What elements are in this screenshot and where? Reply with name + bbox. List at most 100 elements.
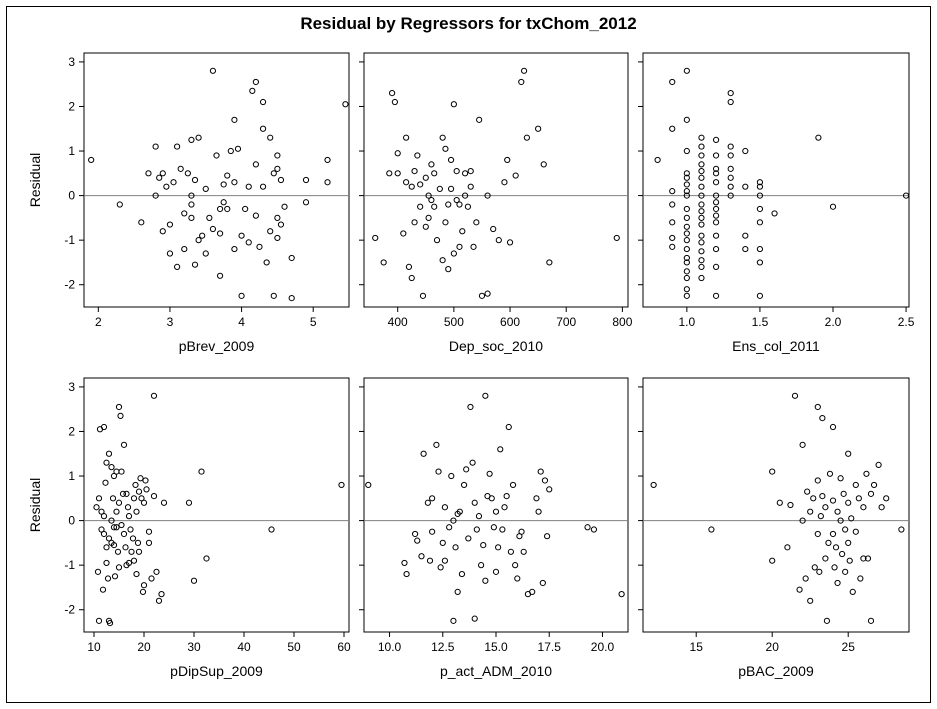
data-point [174,143,181,150]
data-point [439,539,446,546]
data-point [274,214,281,221]
data-point [394,170,401,177]
data-point [420,450,427,457]
data-point [209,67,217,74]
data-point [669,234,676,242]
data-point [277,176,285,184]
data-point [100,513,108,520]
data-point [829,530,837,538]
data-point [829,423,837,431]
data-point [518,528,525,535]
data-point [518,78,525,86]
data-point [108,517,115,524]
data-point [195,237,202,244]
data-point [683,286,690,293]
data-point [256,243,263,250]
data-point [698,201,705,208]
data-point [411,530,419,538]
data-point [113,524,120,531]
data-point [683,292,690,299]
data-point [181,210,188,217]
data-point [520,548,527,555]
data-point [281,203,288,210]
data-point [456,243,463,250]
data-point [650,481,657,489]
data-point [199,232,206,239]
data-point [683,230,690,237]
data-point [698,248,705,255]
data-point [143,486,150,493]
scatter-panel: 10 20 30 40 50 60 -2 -1 0 1 2 3 pDipSup_2009 Residual [27,377,351,679]
x-tick-label: 15 [690,640,704,654]
data-point [512,172,519,179]
data-point [436,185,443,193]
data-point [756,205,764,213]
plot-area [83,52,350,308]
x-tick-label: 50 [287,640,301,654]
data-point [486,470,493,477]
data-point [145,170,152,177]
data-point [159,228,166,235]
y-tick-label: 1 [68,469,75,483]
data-point [403,570,410,578]
data-point [106,619,114,627]
x-tick-label: 5 [310,315,317,329]
x-tick-label: 1.5 [752,315,769,329]
data-point [188,214,195,221]
data-point [150,492,158,500]
data-point [823,617,831,624]
data-point [450,617,457,624]
data-point [712,219,720,226]
data-point [669,78,676,86]
data-point [698,152,705,159]
data-point [465,535,472,542]
data-point [842,568,849,575]
data-point [837,517,844,524]
data-point [727,183,734,190]
data-point [190,577,198,584]
data-point [503,492,510,500]
x-tick-label: 3 [167,315,174,329]
x-tick-label: 60 [337,640,351,654]
data-point [683,67,690,74]
data-point [216,205,224,213]
x-tick-label: 17.5 [538,640,562,654]
data-point [133,508,140,515]
data-point [120,530,128,538]
data-point [163,183,170,190]
data-point [533,495,540,502]
data-point [125,559,133,567]
data-point [482,577,489,584]
data-point [875,461,882,468]
data-point [814,477,821,484]
data-point [509,481,517,489]
data-point [452,544,459,551]
data-point [252,78,259,86]
data-point [104,575,112,582]
data-point [683,205,690,213]
data-point [712,152,720,159]
data-point [769,468,776,475]
data-point [130,557,138,564]
data-point [839,550,846,558]
data-point [712,199,720,206]
data-point [698,263,705,270]
data-point [245,183,252,190]
data-point [546,486,553,493]
data-point [804,488,811,495]
x-tick-label: 600 [500,315,520,329]
data-point [727,152,734,159]
data-point [252,212,259,219]
data-point [860,555,867,562]
data-point [787,501,794,509]
data-point [864,555,872,562]
data-point [776,499,783,506]
data-point [464,203,472,210]
data-point [88,156,95,164]
data-point [698,161,705,168]
data-point [712,179,720,186]
data-point [654,156,661,164]
data-point [727,165,734,172]
data-point [252,161,259,168]
data-point [442,219,449,226]
